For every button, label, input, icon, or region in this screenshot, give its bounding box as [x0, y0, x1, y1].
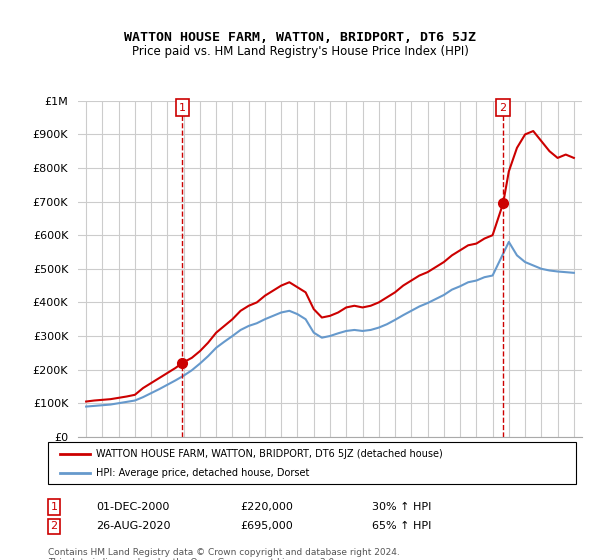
Text: Contains HM Land Registry data © Crown copyright and database right 2024.
This d: Contains HM Land Registry data © Crown c…: [48, 548, 400, 560]
Text: 30% ↑ HPI: 30% ↑ HPI: [372, 502, 431, 512]
Text: Price paid vs. HM Land Registry's House Price Index (HPI): Price paid vs. HM Land Registry's House …: [131, 45, 469, 58]
Text: WATTON HOUSE FARM, WATTON, BRIDPORT, DT6 5JZ (detached house): WATTON HOUSE FARM, WATTON, BRIDPORT, DT6…: [96, 449, 443, 459]
Text: 2: 2: [50, 521, 58, 531]
Text: 1: 1: [179, 102, 186, 113]
Text: 65% ↑ HPI: 65% ↑ HPI: [372, 521, 431, 531]
Text: 26-AUG-2020: 26-AUG-2020: [96, 521, 170, 531]
Text: £220,000: £220,000: [240, 502, 293, 512]
Text: 01-DEC-2000: 01-DEC-2000: [96, 502, 169, 512]
Text: WATTON HOUSE FARM, WATTON, BRIDPORT, DT6 5JZ: WATTON HOUSE FARM, WATTON, BRIDPORT, DT6…: [124, 31, 476, 44]
Text: 2: 2: [500, 102, 507, 113]
Text: HPI: Average price, detached house, Dorset: HPI: Average price, detached house, Dors…: [96, 468, 310, 478]
Text: 1: 1: [50, 502, 58, 512]
Text: £695,000: £695,000: [240, 521, 293, 531]
